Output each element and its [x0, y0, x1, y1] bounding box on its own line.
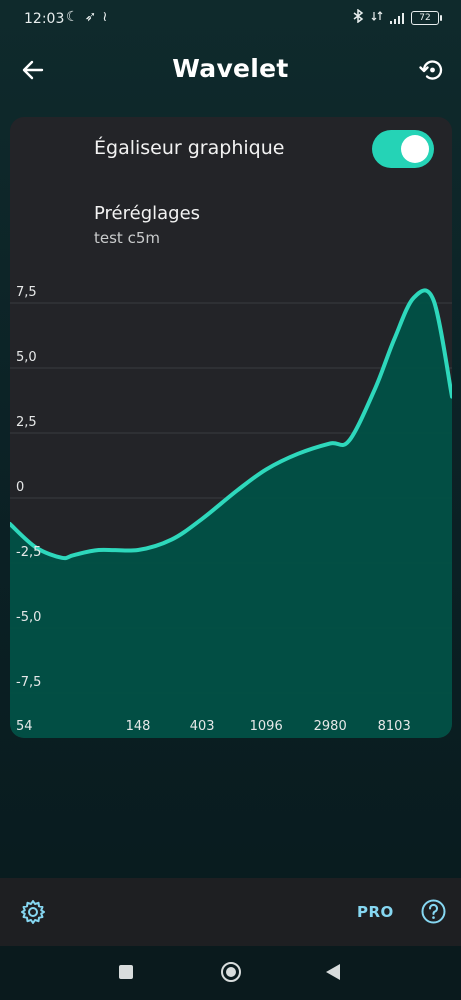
recents-square-icon[interactable]	[119, 965, 133, 979]
help-button[interactable]	[421, 899, 446, 924]
y-tick-label: 0	[16, 480, 24, 495]
arrow-left-icon	[22, 60, 44, 80]
y-tick-label: -5,0	[16, 610, 41, 625]
eq-curve-fill	[10, 290, 452, 738]
y-tick-label: 7,5	[16, 285, 37, 300]
x-tick-label: 403	[190, 719, 215, 734]
battery-icon: 72	[411, 11, 442, 25]
equalizer-label: Égaliseur graphique	[94, 137, 285, 159]
y-tick-label: 2,5	[16, 415, 37, 430]
x-tick-label: 54	[16, 719, 33, 734]
equalizer-card: 7,5 5,0 2,5 0 -2,5 -5,0 -7,5 54 148 403 1096 2980 81…	[10, 117, 452, 738]
app-title: Wavelet	[172, 54, 289, 83]
status-icons-left: ☾ ➶ ≀	[66, 9, 108, 25]
y-tick-label: -2,5	[16, 545, 41, 560]
presets-title[interactable]: Préréglages	[94, 203, 201, 224]
reset-button[interactable]	[417, 55, 447, 85]
eq-curve-line	[10, 288, 452, 561]
waveform-icon: ≀	[102, 9, 108, 25]
status-icons-right: 72	[352, 8, 442, 27]
y-tick-label: -7,5	[16, 675, 41, 690]
restore-icon	[419, 60, 443, 80]
back-triangle-icon[interactable]	[326, 964, 340, 980]
system-nav-bar	[0, 946, 461, 1000]
pro-button[interactable]: PRO	[357, 903, 394, 921]
x-tick-label: 2980	[314, 719, 347, 734]
home-circle-icon[interactable]	[221, 962, 241, 982]
settings-button[interactable]	[20, 899, 46, 925]
bluetooth-icon	[352, 8, 364, 27]
y-tick-label: 5,0	[16, 350, 37, 365]
status-time: 12:03	[24, 11, 65, 27]
gear-icon	[21, 900, 45, 924]
eq-chart[interactable]: 7,5 5,0 2,5 0 -2,5 -5,0 -7,5 54 148 403 1096 2980 81…	[10, 117, 452, 738]
signal-icon	[389, 12, 404, 24]
x-tick-label: 1096	[250, 719, 283, 734]
toggle-knob	[401, 135, 429, 163]
preset-value[interactable]: test c5m	[94, 229, 160, 247]
moon-icon: ☾	[66, 9, 79, 25]
app-bar: Wavelet	[0, 40, 461, 100]
x-tick-label: 148	[126, 719, 151, 734]
equalizer-toggle[interactable]	[372, 130, 434, 168]
network-icon	[371, 10, 383, 26]
status-bar: 12:03 ☾ ➶ ≀ 72	[0, 0, 461, 40]
x-tick-label: 8103	[378, 719, 411, 734]
rocket-icon: ➶	[84, 9, 97, 25]
help-circle-icon	[421, 899, 446, 924]
bottom-bar: PRO	[0, 878, 461, 946]
back-button[interactable]	[18, 55, 48, 85]
